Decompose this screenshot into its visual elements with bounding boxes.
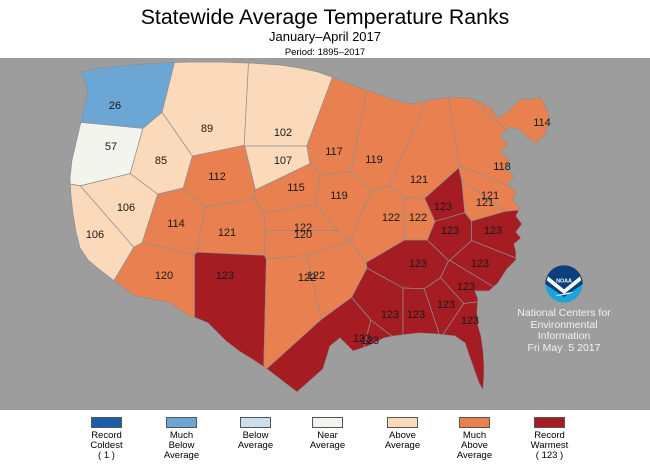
svg-text:122: 122 xyxy=(382,212,400,224)
svg-text:123: 123 xyxy=(441,225,459,237)
svg-text:106: 106 xyxy=(117,202,135,214)
svg-text:57: 57 xyxy=(105,141,117,153)
svg-text:102: 102 xyxy=(274,127,292,139)
svg-text:123: 123 xyxy=(437,299,455,311)
svg-text:122: 122 xyxy=(298,272,316,284)
svg-text:123: 123 xyxy=(381,309,399,321)
svg-text:117: 117 xyxy=(325,146,343,158)
svg-text:85: 85 xyxy=(155,155,167,167)
svg-text:123: 123 xyxy=(409,258,427,270)
svg-text:115: 115 xyxy=(287,182,305,194)
svg-text:112: 112 xyxy=(208,171,226,183)
svg-text:123: 123 xyxy=(407,309,425,321)
svg-text:123: 123 xyxy=(461,315,479,327)
svg-text:123: 123 xyxy=(484,225,502,237)
svg-text:122: 122 xyxy=(294,222,312,234)
svg-text:106: 106 xyxy=(86,229,104,241)
svg-text:26: 26 xyxy=(109,100,121,112)
svg-text:123: 123 xyxy=(434,201,452,213)
svg-text:122: 122 xyxy=(409,212,427,224)
svg-text:123: 123 xyxy=(353,333,371,345)
svg-text:120: 120 xyxy=(155,270,173,282)
svg-text:123: 123 xyxy=(471,258,489,270)
svg-text:114: 114 xyxy=(167,218,185,230)
svg-text:107: 107 xyxy=(274,155,292,167)
svg-text:123: 123 xyxy=(216,270,234,282)
svg-text:121: 121 xyxy=(481,190,499,202)
svg-text:119: 119 xyxy=(330,190,348,202)
svg-text:119: 119 xyxy=(365,154,383,166)
svg-text:123: 123 xyxy=(457,281,475,293)
svg-text:118: 118 xyxy=(493,161,511,173)
svg-text:89: 89 xyxy=(201,123,213,135)
svg-text:121: 121 xyxy=(218,227,236,239)
svg-text:NOAA: NOAA xyxy=(556,278,572,284)
svg-text:114: 114 xyxy=(533,117,551,129)
svg-text:121: 121 xyxy=(410,174,428,186)
